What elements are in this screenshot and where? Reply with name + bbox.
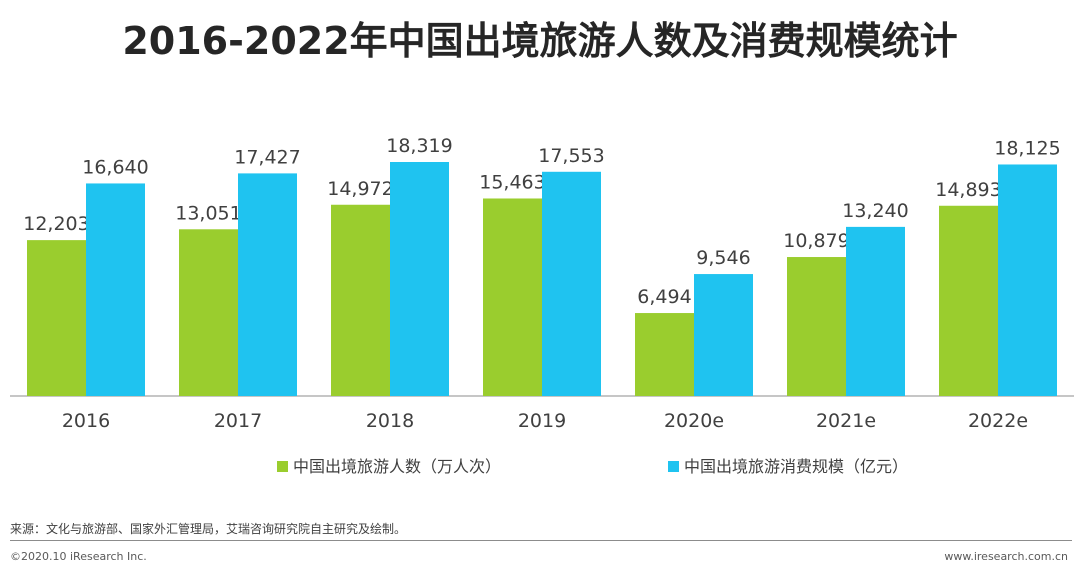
footer-divider — [10, 540, 1072, 541]
source-note: 来源：文化与旅游部、国家外汇管理局，艾瑞咨询研究院自主研究及绘制。 — [10, 522, 407, 536]
data-label-s2-2022e: 18,125 — [994, 137, 1060, 159]
data-label-s1-2018: 14,972 — [327, 178, 393, 200]
data-label-s1-2019: 15,463 — [479, 171, 545, 193]
copyright-text: ©2020.10 iResearch Inc. — [10, 550, 147, 563]
bar-s2-2021e — [846, 226, 905, 396]
bar-s1-2017 — [179, 229, 238, 396]
bar-s1-2018 — [331, 204, 390, 396]
x-tick-label-2018: 2018 — [366, 410, 414, 432]
bar-s1-2020e — [635, 313, 694, 396]
data-label-s2-2019: 17,553 — [538, 145, 604, 167]
bar-s2-2022e — [998, 164, 1057, 396]
bar-s2-2016 — [86, 183, 145, 396]
bar-s2-2018 — [390, 162, 449, 396]
data-label-s2-2018: 18,319 — [386, 135, 452, 157]
data-label-s1-2016: 12,203 — [23, 213, 89, 235]
bar-s1-2021e — [787, 257, 846, 396]
bar-s2-2020e — [694, 274, 753, 396]
x-tick-label-2017: 2017 — [214, 410, 262, 432]
bar-s1-2019 — [483, 198, 542, 396]
legend-label-s2: 中国出境旅游消费规模（亿元） — [684, 457, 908, 476]
x-tick-label-2016: 2016 — [62, 410, 110, 432]
website-text: www.iresearch.com.cn — [944, 550, 1068, 563]
legend-swatch-s2 — [668, 461, 679, 472]
x-tick-label-2022e: 2022e — [968, 410, 1028, 432]
data-label-s1-2017: 13,051 — [175, 202, 241, 224]
bar-s2-2017 — [238, 173, 297, 396]
data-label-s1-2021e: 10,879 — [783, 230, 849, 252]
bar-chart: 12,203 16,640 2016 13,051 17,427 2017 14,972 18… — [10, 135, 1074, 476]
data-label-s2-2016: 16,640 — [82, 156, 148, 178]
x-tick-label-2021e: 2021e — [816, 410, 876, 432]
x-tick-label-2020e: 2020e — [664, 410, 724, 432]
data-label-s1-2020e: 6,494 — [637, 286, 691, 308]
chart-title: 2016-2022年中国出境旅游人数及消费规模统计 — [122, 19, 958, 63]
data-label-s2-2021e: 13,240 — [842, 200, 908, 222]
data-label-s2-2017: 17,427 — [234, 146, 300, 168]
x-tick-label-2019: 2019 — [518, 410, 566, 432]
legend-swatch-s1 — [277, 461, 288, 472]
data-label-s2-2020e: 9,546 — [696, 247, 750, 269]
data-label-s1-2022e: 14,893 — [935, 179, 1001, 201]
legend-label-s1: 中国出境旅游人数（万人次） — [293, 457, 501, 476]
bar-s1-2022e — [939, 205, 998, 396]
bar-s1-2016 — [27, 240, 86, 396]
bar-s2-2019 — [542, 171, 601, 396]
